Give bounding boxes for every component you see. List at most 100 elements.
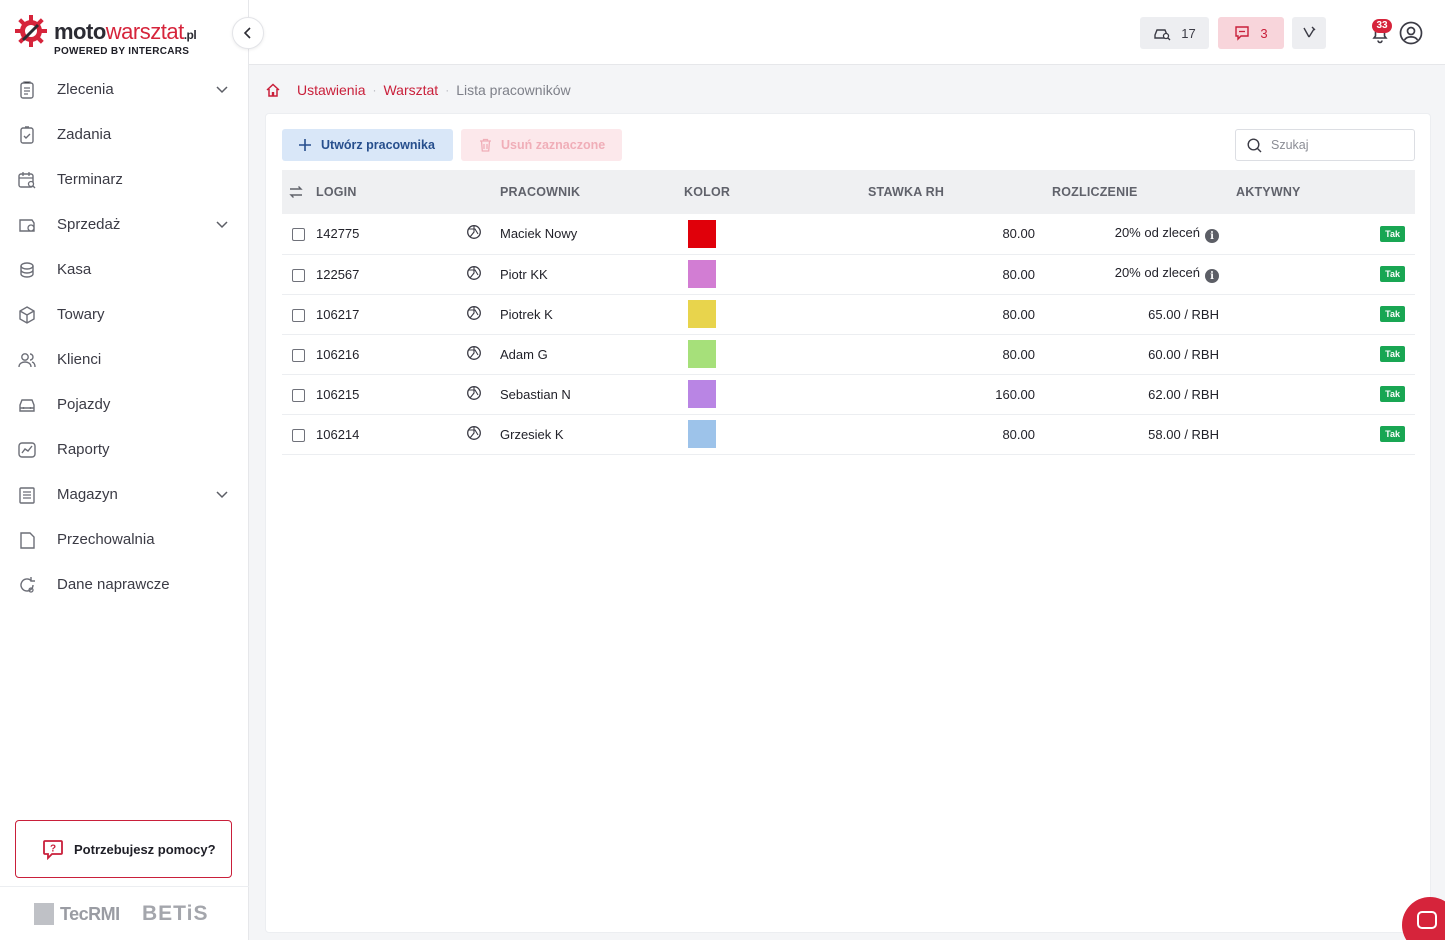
- sidebar-item-terminarz[interactable]: Terminarz: [0, 157, 249, 202]
- create-employee-button[interactable]: Utwórz pracownika: [282, 129, 453, 161]
- create-employee-label: Utwórz pracownika: [321, 138, 435, 152]
- employee-cell: Sebastian N: [500, 386, 571, 402]
- help-button[interactable]: ? Potrzebujesz pomocy?: [15, 820, 232, 878]
- sort-toggle[interactable]: [282, 170, 316, 214]
- vehicles-counter-button[interactable]: 17: [1140, 17, 1209, 49]
- active-cell: Tak: [1236, 414, 1415, 454]
- settlement-value: 65.00 / RBH: [1148, 306, 1219, 322]
- employee-cell: Grzesiek K: [500, 426, 564, 442]
- sidebar-item-klienci[interactable]: Klienci: [0, 337, 249, 382]
- vehicles-count: 17: [1181, 25, 1196, 41]
- coins-icon: [17, 260, 37, 280]
- header-login[interactable]: LOGIN: [316, 185, 357, 199]
- row-checkbox[interactable]: [292, 348, 305, 362]
- employee-icon-cell: [466, 334, 500, 374]
- settlement-cell: 62.00 / RBH: [1052, 374, 1236, 414]
- rate-cell: 80.00: [1002, 306, 1035, 322]
- messages-counter-button[interactable]: 3: [1218, 17, 1284, 49]
- employee-type-icon[interactable]: [466, 265, 482, 281]
- info-icon[interactable]: i: [1205, 229, 1219, 243]
- sidebar-item-zadania[interactable]: Zadania: [0, 112, 249, 157]
- employee-type-icon[interactable]: [466, 345, 482, 361]
- info-icon[interactable]: i: [1205, 269, 1219, 284]
- color-swatch: [688, 219, 716, 248]
- logo[interactable]: motowarsztat.pl POWERED BY INTERCARS: [14, 14, 214, 58]
- employee-cell: Piotr KK: [500, 266, 548, 282]
- sidebar-item-sprzedaż[interactable]: Sprzedaż: [0, 202, 249, 247]
- search-input[interactable]: [1271, 138, 1401, 152]
- active-cell: Tak: [1236, 334, 1415, 374]
- plus-icon: [299, 139, 311, 151]
- chevron-down-icon[interactable]: [215, 82, 229, 96]
- delete-selected-button[interactable]: Usuń zaznaczone: [461, 129, 622, 161]
- row-checkbox[interactable]: [292, 428, 305, 442]
- row-select-cell: [282, 214, 316, 254]
- breadcrumb-current: Lista pracowników: [456, 82, 571, 98]
- employee-type-icon[interactable]: [466, 425, 482, 441]
- row-checkbox[interactable]: [292, 268, 305, 282]
- employee-type-icon[interactable]: [466, 305, 482, 321]
- color-swatch: [688, 340, 716, 368]
- table-row[interactable]: 106216 Adam G 80.00 60.00 / RBH Tak: [282, 334, 1415, 374]
- employees-table: LOGIN PRACOWNIK KOLOR STAWKA RH ROZLICZE…: [282, 170, 1415, 455]
- settlement-cell: 60.00 / RBH: [1052, 334, 1236, 374]
- breadcrumb-settings[interactable]: Ustawienia: [297, 82, 366, 98]
- sidebar-item-raporty[interactable]: Raporty: [0, 427, 249, 472]
- header-color[interactable]: KOLOR: [684, 185, 731, 199]
- box-icon: [17, 305, 37, 325]
- top-bar: 17 3 33: [249, 0, 1445, 65]
- tools-button[interactable]: [1292, 17, 1326, 49]
- header-rate[interactable]: STAWKA RH: [868, 185, 945, 199]
- tecrmi-logo[interactable]: TecRMI: [34, 903, 120, 925]
- employee-cell: Piotrek K: [500, 306, 553, 322]
- sale-icon: [17, 215, 37, 235]
- row-select-cell: [282, 374, 316, 414]
- home-icon[interactable]: [265, 82, 281, 98]
- table-row[interactable]: 142775 Maciek Nowy 80.00 20% od zleceń i Tak: [282, 214, 1415, 254]
- header-settlement[interactable]: ROZLICZENIE: [1052, 185, 1138, 199]
- color-swatch: [688, 260, 716, 288]
- employee-type-icon[interactable]: [466, 224, 482, 240]
- row-checkbox[interactable]: [292, 388, 305, 402]
- sidebar-item-kasa[interactable]: Kasa: [0, 247, 249, 292]
- sidebar-item-dane-naprawcze[interactable]: Dane naprawcze: [0, 562, 249, 607]
- sidebar-item-zlecenia[interactable]: Zlecenia: [0, 67, 249, 112]
- color-cell: [684, 414, 868, 454]
- chevron-down-icon[interactable]: [215, 217, 229, 231]
- header-employee[interactable]: PRACOWNIK: [500, 185, 581, 199]
- sidebar-item-przechowalnia[interactable]: Przechowalnia: [0, 517, 249, 562]
- user-avatar-icon[interactable]: [1399, 21, 1423, 45]
- employee-icon-cell: [466, 294, 500, 334]
- sidebar-item-magazyn[interactable]: Magazyn: [0, 472, 249, 517]
- table-row[interactable]: 106217 Piotrek K 80.00 65.00 / RBH Tak: [282, 294, 1415, 334]
- collapse-sidebar-button[interactable]: [232, 17, 264, 49]
- color-cell: [684, 294, 868, 334]
- sidebar-item-label: Dane naprawcze: [57, 576, 170, 593]
- login-cell: 106217: [316, 306, 360, 322]
- powered-by: POWERED BY INTERCARS: [54, 46, 190, 57]
- trash-icon: [480, 138, 491, 152]
- header-active[interactable]: AKTYWNY: [1236, 185, 1301, 199]
- row-checkbox[interactable]: [292, 308, 305, 322]
- employees-card: Utwórz pracownika Usuń zaznaczone LOGIN …: [265, 113, 1431, 933]
- tecrmi-mark-icon: [34, 903, 54, 925]
- sidebar-item-label: Terminarz: [57, 171, 123, 188]
- car-search-icon: [1154, 29, 1171, 41]
- row-select-cell: [282, 294, 316, 334]
- breadcrumb-workshop[interactable]: Warsztat: [383, 82, 439, 98]
- table-row[interactable]: 106214 Grzesiek K 80.00 58.00 / RBH Tak: [282, 414, 1415, 454]
- employee-type-icon[interactable]: [466, 385, 482, 401]
- sidebar-item-pojazdy[interactable]: Pojazdy: [0, 382, 249, 427]
- sidebar-item-label: Przechowalnia: [57, 531, 155, 548]
- breadcrumb-separator: ·: [445, 83, 450, 97]
- chevron-down-icon[interactable]: [215, 487, 229, 501]
- table-row[interactable]: 106215 Sebastian N 160.00 62.00 / RBH Tak: [282, 374, 1415, 414]
- employee-cell: Adam G: [500, 346, 548, 362]
- settlement-value: 58.00 / RBH: [1148, 426, 1219, 442]
- row-checkbox[interactable]: [292, 228, 305, 242]
- repair-data-icon: [17, 575, 37, 595]
- brand-name: motowarsztat.pl: [54, 19, 197, 44]
- sidebar-item-towary[interactable]: Towary: [0, 292, 249, 337]
- table-row[interactable]: 122567 Piotr KK 80.00 20% od zleceń i Tak: [282, 254, 1415, 294]
- betis-logo[interactable]: BETiS: [142, 902, 209, 925]
